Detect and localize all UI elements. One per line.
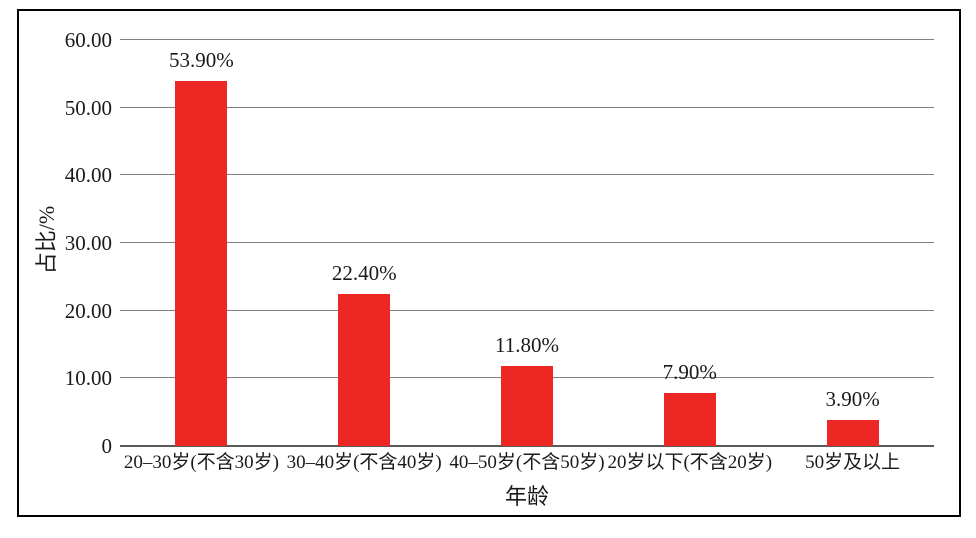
y-tick-label: 50.00 — [64, 95, 112, 120]
x-tick-label: 50岁及以上 — [805, 452, 901, 473]
gridline — [120, 242, 934, 243]
y-tick-label: 10.00 — [64, 366, 112, 391]
bar — [338, 294, 391, 446]
gridline — [120, 309, 934, 311]
bar-value-label: 22.40% — [331, 261, 397, 286]
y-tick-label: 60.00 — [64, 28, 112, 52]
x-tick-label: 20–30岁(不含30岁) — [123, 452, 279, 473]
y-axis-title: 占比/% — [34, 205, 59, 275]
bar — [826, 419, 879, 446]
y-tick-label: 30.00 — [64, 231, 112, 255]
x-tick-label: 30–40岁(不含40岁) — [286, 452, 442, 473]
bar — [501, 366, 553, 446]
gridline — [120, 106, 934, 108]
bar-value-label: 7.90% — [662, 359, 717, 384]
bar — [663, 392, 716, 446]
x-axis-line — [120, 445, 934, 447]
chart-outer-border — [17, 9, 961, 517]
y-tick-label: 20.00 — [64, 298, 112, 323]
gridline — [120, 39, 934, 40]
x-tick-label: 40–50岁(不含50岁) — [449, 452, 605, 473]
y-tick-label: 0 — [101, 434, 113, 458]
bar-value-label: 53.90% — [169, 48, 234, 73]
bar — [175, 81, 228, 446]
bar-value-label: 3.90% — [825, 386, 880, 411]
bar-value-label: 11.80% — [495, 333, 559, 358]
x-tick-label: 20岁以下(不含20岁) — [607, 452, 773, 473]
y-tick-label: 40.00 — [64, 163, 112, 188]
gridline — [120, 174, 934, 176]
x-axis-title: 年龄 — [504, 484, 549, 509]
